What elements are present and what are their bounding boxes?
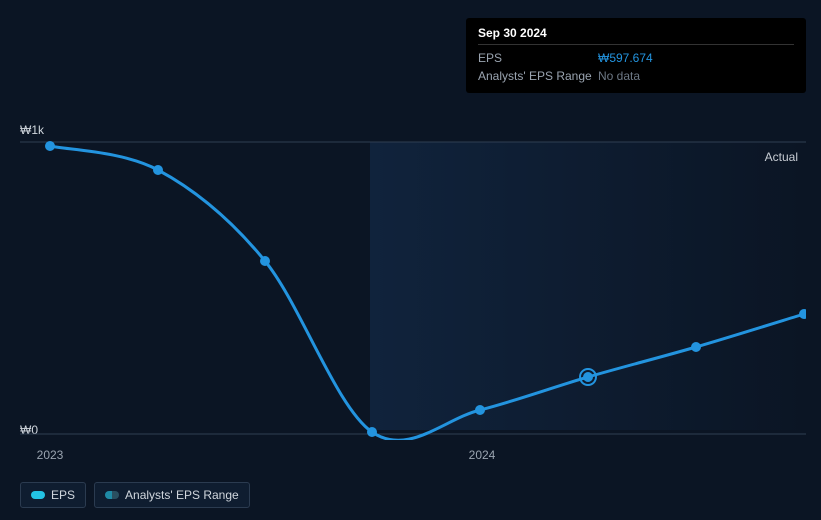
chart-tooltip: Sep 30 2024 EPS₩597.674Analysts' EPS Ran… <box>466 18 806 93</box>
data-point[interactable] <box>367 427 377 437</box>
legend-label: EPS <box>51 488 75 502</box>
chart-plot-area[interactable] <box>20 120 806 440</box>
eps-chart: ₩0₩1k 20232024 Actual <box>20 120 806 440</box>
x-axis-tick-label: 2023 <box>37 448 64 462</box>
chart-legend: EPS Analysts' EPS Range <box>20 482 250 508</box>
data-point[interactable] <box>475 405 485 415</box>
tooltip-date: Sep 30 2024 <box>478 26 794 45</box>
legend-label: Analysts' EPS Range <box>125 488 239 502</box>
legend-item[interactable]: EPS <box>20 482 86 508</box>
x-axis-tick-label: 2024 <box>469 448 496 462</box>
data-point[interactable] <box>583 372 593 382</box>
tooltip-row: EPS₩597.674 <box>478 49 794 67</box>
tooltip-row-value: No data <box>598 69 640 83</box>
legend-swatch <box>105 491 119 499</box>
data-point[interactable] <box>260 256 270 266</box>
tooltip-row-label: EPS <box>478 51 598 65</box>
data-point[interactable] <box>691 342 701 352</box>
actual-region-label: Actual <box>765 150 798 164</box>
tooltip-row: Analysts' EPS RangeNo data <box>478 67 794 85</box>
data-point[interactable] <box>45 141 55 151</box>
data-point[interactable] <box>153 165 163 175</box>
legend-item[interactable]: Analysts' EPS Range <box>94 482 250 508</box>
tooltip-row-value: ₩597.674 <box>598 51 653 65</box>
legend-swatch <box>31 491 45 499</box>
tooltip-row-label: Analysts' EPS Range <box>478 69 598 83</box>
